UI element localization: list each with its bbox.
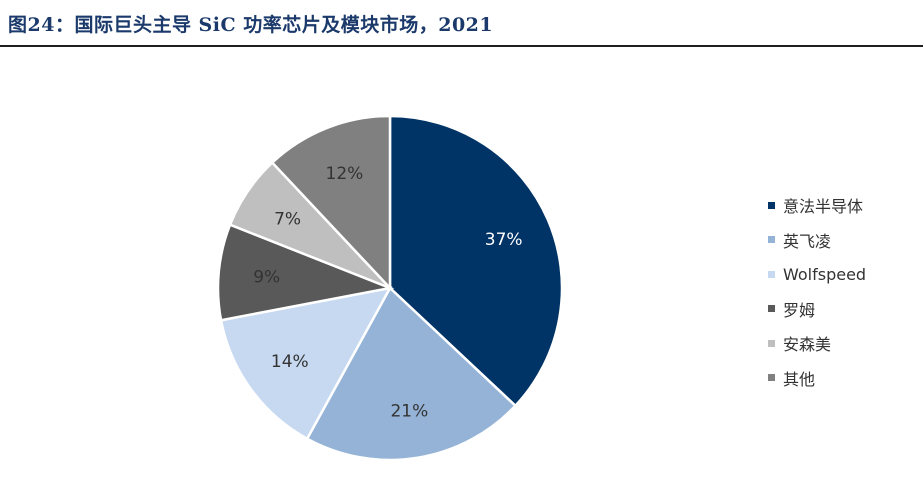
legend-label: 意法半导体	[783, 197, 864, 217]
legend-label: 罗姆	[783, 300, 816, 320]
slice-label: 12%	[326, 164, 364, 184]
legend-swatch	[768, 270, 775, 278]
pie-slice	[219, 286, 393, 441]
legend-label: 其他	[783, 369, 816, 389]
legend-item: 安森美	[768, 326, 866, 361]
slice-label: 9%	[253, 267, 280, 287]
title-divider	[0, 45, 923, 47]
legend-item: 其他	[768, 361, 866, 396]
legend-swatch	[768, 305, 775, 313]
pie-slice	[305, 285, 518, 462]
legend-swatch	[768, 236, 775, 244]
legend-item: 英飞凌	[768, 223, 866, 258]
legend-item: 罗姆	[768, 292, 866, 327]
pie-slice	[388, 114, 564, 408]
legend-swatch	[768, 201, 775, 209]
legend-label: 英飞凌	[783, 231, 832, 251]
slice-label: 37%	[485, 230, 523, 250]
legend-item: Wolfspeed	[768, 257, 866, 292]
slice-label: 7%	[274, 209, 301, 229]
legend-item: 意法半导体	[768, 188, 866, 223]
slice-label: 14%	[271, 352, 309, 372]
pie-slice	[216, 223, 395, 322]
legend-label: Wolfspeed	[783, 264, 867, 284]
slice-label: 21%	[390, 401, 428, 421]
chart-title: 图24：国际巨头主导 SiC 功率芯片及模块市场，2021	[8, 14, 494, 36]
legend-label: 安森美	[783, 335, 832, 355]
legend-swatch	[768, 374, 775, 382]
legend-swatch	[768, 339, 775, 347]
pie-slice	[270, 114, 392, 292]
legend: 意法半导体英飞凌 Wolfspeed 罗姆安森美其他	[768, 188, 866, 395]
